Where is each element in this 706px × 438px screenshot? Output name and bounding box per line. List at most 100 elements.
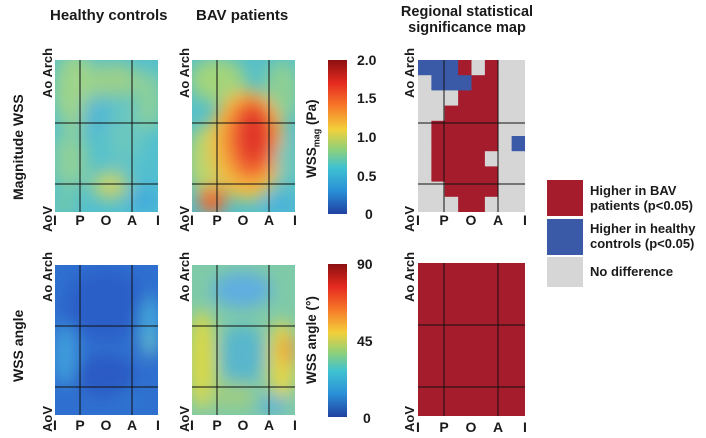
legend-bav-line1: Higher in BAV: [590, 183, 677, 198]
column-title-bav: BAV patients: [196, 7, 289, 24]
significance-cell: [511, 75, 525, 91]
x-axis-ticks: I P O A I: [416, 212, 527, 230]
significance-cell: [484, 105, 499, 122]
axis-top-label: Ao Arch: [402, 251, 417, 302]
tick-label: I: [523, 212, 527, 228]
tick-label: I: [190, 212, 194, 228]
significance-title-line1: Regional statistical: [400, 4, 534, 20]
colorbar-tick: 0: [365, 206, 373, 222]
significance-cell: [471, 136, 486, 152]
significance-cell: [471, 90, 486, 107]
tick-label: I: [523, 419, 527, 435]
tick-label: A: [263, 212, 275, 228]
significance-cell: [444, 196, 459, 212]
significance-cell: [458, 90, 473, 107]
significance-cell: [471, 166, 486, 183]
heatmap-bav-magnitude: [192, 60, 295, 212]
tick-label: I: [293, 417, 297, 433]
colorbar-label-unit: (Pa): [304, 99, 319, 129]
axis-top-label: Ao Arch: [402, 47, 417, 98]
significance-cell: [484, 151, 499, 167]
significance-cell: [484, 166, 499, 183]
tick-label: I: [416, 212, 420, 228]
colorbar-tick: 2.0: [357, 52, 377, 68]
axis-top-label: Ao Arch: [40, 251, 55, 302]
tick-label: A: [126, 417, 138, 433]
significance-cell: [484, 181, 499, 198]
legend-text-none: No difference: [590, 264, 674, 279]
colorbar-magnitude: [328, 60, 347, 214]
tick-label: I: [156, 212, 160, 228]
significance-cell: [511, 120, 525, 137]
tick-label: P: [439, 212, 449, 228]
significance-cell: [458, 166, 473, 183]
colorbar-tick: 1.5: [357, 90, 377, 106]
column-title-significance: Regional statistical significance map: [372, 4, 562, 36]
significance-cell: [418, 196, 432, 212]
significance-cell: [444, 90, 459, 107]
colorbar-angle: [328, 264, 347, 417]
significance-cell: [431, 120, 446, 137]
significance-cell: [444, 181, 459, 198]
colorbar-tick: 0: [363, 410, 371, 426]
tick-label: I: [293, 212, 297, 228]
significance-cell: [431, 181, 446, 198]
significance-cell: [484, 60, 499, 76]
tick-label: O: [237, 212, 249, 228]
significance-cell: [458, 105, 473, 122]
colorbar-tick: 90: [357, 256, 373, 272]
tick-label: P: [439, 419, 449, 435]
significance-cell: [444, 60, 459, 76]
significance-cell: [431, 60, 446, 76]
significance-cell: [511, 166, 525, 183]
tick-label: P: [212, 212, 222, 228]
significance-map-angle: [418, 263, 525, 416]
significance-cell: [444, 166, 459, 183]
row-label-angle: WSS angle: [10, 309, 26, 382]
legend-text-hc: Higher in healthy controls (p<0.05): [590, 221, 695, 251]
significance-cell: [498, 105, 513, 122]
colorbar-magnitude-label: WSSmag (Pa): [304, 99, 322, 178]
colorbar-angle-label: WSS angle (°): [304, 296, 319, 384]
significance-cell: [511, 136, 525, 152]
axis-top-label: Ao Arch: [177, 251, 192, 302]
significance-cell: [471, 181, 486, 198]
row-label-magnitude: Magnitude WSS: [10, 94, 26, 200]
significance-cell: [418, 136, 432, 152]
significance-cell: [511, 151, 525, 167]
tick-label: O: [237, 417, 249, 433]
x-axis-ticks: I P O A I: [190, 417, 297, 435]
colorbar-label-sub: mag: [311, 128, 322, 148]
tick-label: O: [100, 212, 112, 228]
tick-label: A: [492, 419, 504, 435]
heatmap-healthy-angle: [55, 265, 158, 415]
significance-cell: [458, 75, 473, 91]
significance-cell: [471, 120, 486, 137]
tick-label: P: [212, 417, 222, 433]
significance-cell: [498, 151, 513, 167]
significance-cell: [418, 75, 432, 91]
tick-label: I: [416, 419, 420, 435]
significance-cell: [498, 60, 513, 76]
significance-cell: [431, 90, 446, 107]
significance-cell: [431, 105, 446, 122]
axis-top-label: Ao Arch: [40, 47, 55, 98]
significance-cell: [458, 151, 473, 167]
heatmap-healthy-magnitude: [55, 60, 158, 212]
significance-cell: [458, 136, 473, 152]
tick-label: A: [126, 212, 138, 228]
significance-cell: [418, 166, 432, 183]
significance-cell: [498, 90, 513, 107]
significance-cell: [471, 196, 486, 212]
significance-cell: [471, 151, 486, 167]
tick-label: P: [75, 212, 85, 228]
significance-cell: [458, 120, 473, 137]
significance-cell: [498, 166, 513, 183]
significance-map-magnitude: [418, 60, 525, 212]
significance-cell: [511, 60, 525, 76]
significance-cell: [418, 120, 432, 137]
significance-cell: [471, 75, 486, 91]
significance-cell: [458, 196, 473, 212]
significance-cell: [418, 181, 432, 198]
tick-label: O: [465, 419, 477, 435]
